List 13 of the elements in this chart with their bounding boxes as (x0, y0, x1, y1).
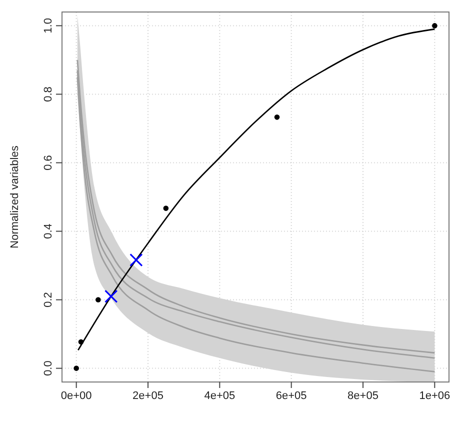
y-tick-label: 0.6 (42, 155, 55, 170)
y-tick-label: 0.0 (42, 360, 55, 376)
x-tick-label: 1e+06 (419, 390, 450, 402)
x-tick-label: 0e+00 (60, 390, 92, 402)
y-tick-label: 0.4 (42, 224, 55, 239)
x-tick-label: 6e+05 (276, 390, 307, 402)
y-tick-label: 0.8 (42, 86, 55, 102)
y-tick-label: 0.2 (42, 292, 55, 308)
x-tick-label: 4e+05 (204, 390, 236, 402)
x-tick-label: 2e+05 (132, 390, 164, 402)
x-tick-label: 8e+05 (348, 390, 378, 402)
y-axis-title: Normalized variables (8, 145, 21, 248)
y-tick-label: 1.0 (42, 18, 55, 34)
